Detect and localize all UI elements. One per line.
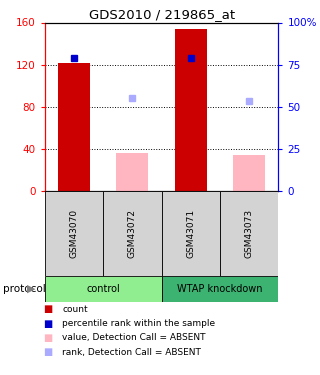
Text: WTAP knockdown: WTAP knockdown	[177, 284, 263, 294]
Text: rank, Detection Call = ABSENT: rank, Detection Call = ABSENT	[62, 348, 201, 357]
Text: GSM43071: GSM43071	[186, 209, 195, 258]
Title: GDS2010 / 219865_at: GDS2010 / 219865_at	[89, 8, 235, 21]
Bar	[162, 276, 278, 302]
Text: percentile rank within the sample: percentile rank within the sample	[62, 319, 216, 328]
Bar	[162, 191, 220, 276]
Text: ■: ■	[44, 304, 52, 314]
Text: ■: ■	[44, 333, 52, 343]
Text: GSM43070: GSM43070	[69, 209, 78, 258]
Text: ■: ■	[44, 319, 52, 328]
Text: ■: ■	[44, 347, 52, 357]
Bar	[116, 153, 148, 191]
Bar	[45, 276, 162, 302]
Text: protocol: protocol	[3, 284, 46, 294]
Bar	[58, 63, 90, 191]
Text: count: count	[62, 305, 88, 314]
Bar	[45, 191, 103, 276]
Text: GSM43073: GSM43073	[245, 209, 254, 258]
Text: control: control	[86, 284, 120, 294]
Text: GSM43072: GSM43072	[128, 209, 137, 258]
Text: value, Detection Call = ABSENT: value, Detection Call = ABSENT	[62, 333, 206, 342]
Bar	[233, 155, 265, 191]
Text: ▶: ▶	[27, 284, 36, 294]
Bar	[175, 29, 207, 191]
Bar	[220, 191, 278, 276]
Bar	[103, 191, 162, 276]
